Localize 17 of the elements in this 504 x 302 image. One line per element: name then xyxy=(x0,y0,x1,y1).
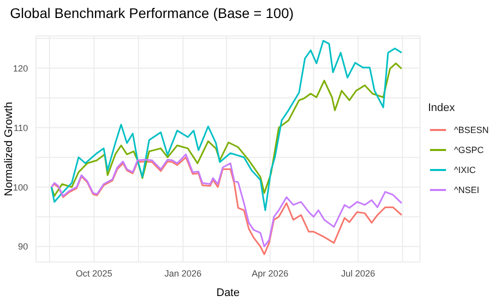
y-tick-label: 110 xyxy=(14,122,28,133)
x-axis-title: Date xyxy=(216,287,240,299)
legend-label: ^GSPC xyxy=(454,145,484,155)
line-series xyxy=(50,40,402,212)
x-tick-label: Jan 2026 xyxy=(164,268,202,278)
legend-label: ^BSESN xyxy=(454,125,489,135)
y-tick-label: 90 xyxy=(18,242,28,252)
x-tick-label: Apr 2026 xyxy=(252,268,288,278)
x-tick-label: Jul 2026 xyxy=(341,268,376,278)
line-series xyxy=(50,62,402,197)
chart-title: Global Benchmark Performance (Base = 100) xyxy=(10,5,294,21)
legend-title: Index xyxy=(428,102,456,114)
legend-label: ^IXIC xyxy=(454,165,476,175)
y-tick-label: 100 xyxy=(12,182,28,192)
x-tick-label: Oct 2025 xyxy=(76,268,112,278)
legend-label: ^NSEI xyxy=(454,185,480,195)
y-tick-label: 120 xyxy=(12,63,28,74)
